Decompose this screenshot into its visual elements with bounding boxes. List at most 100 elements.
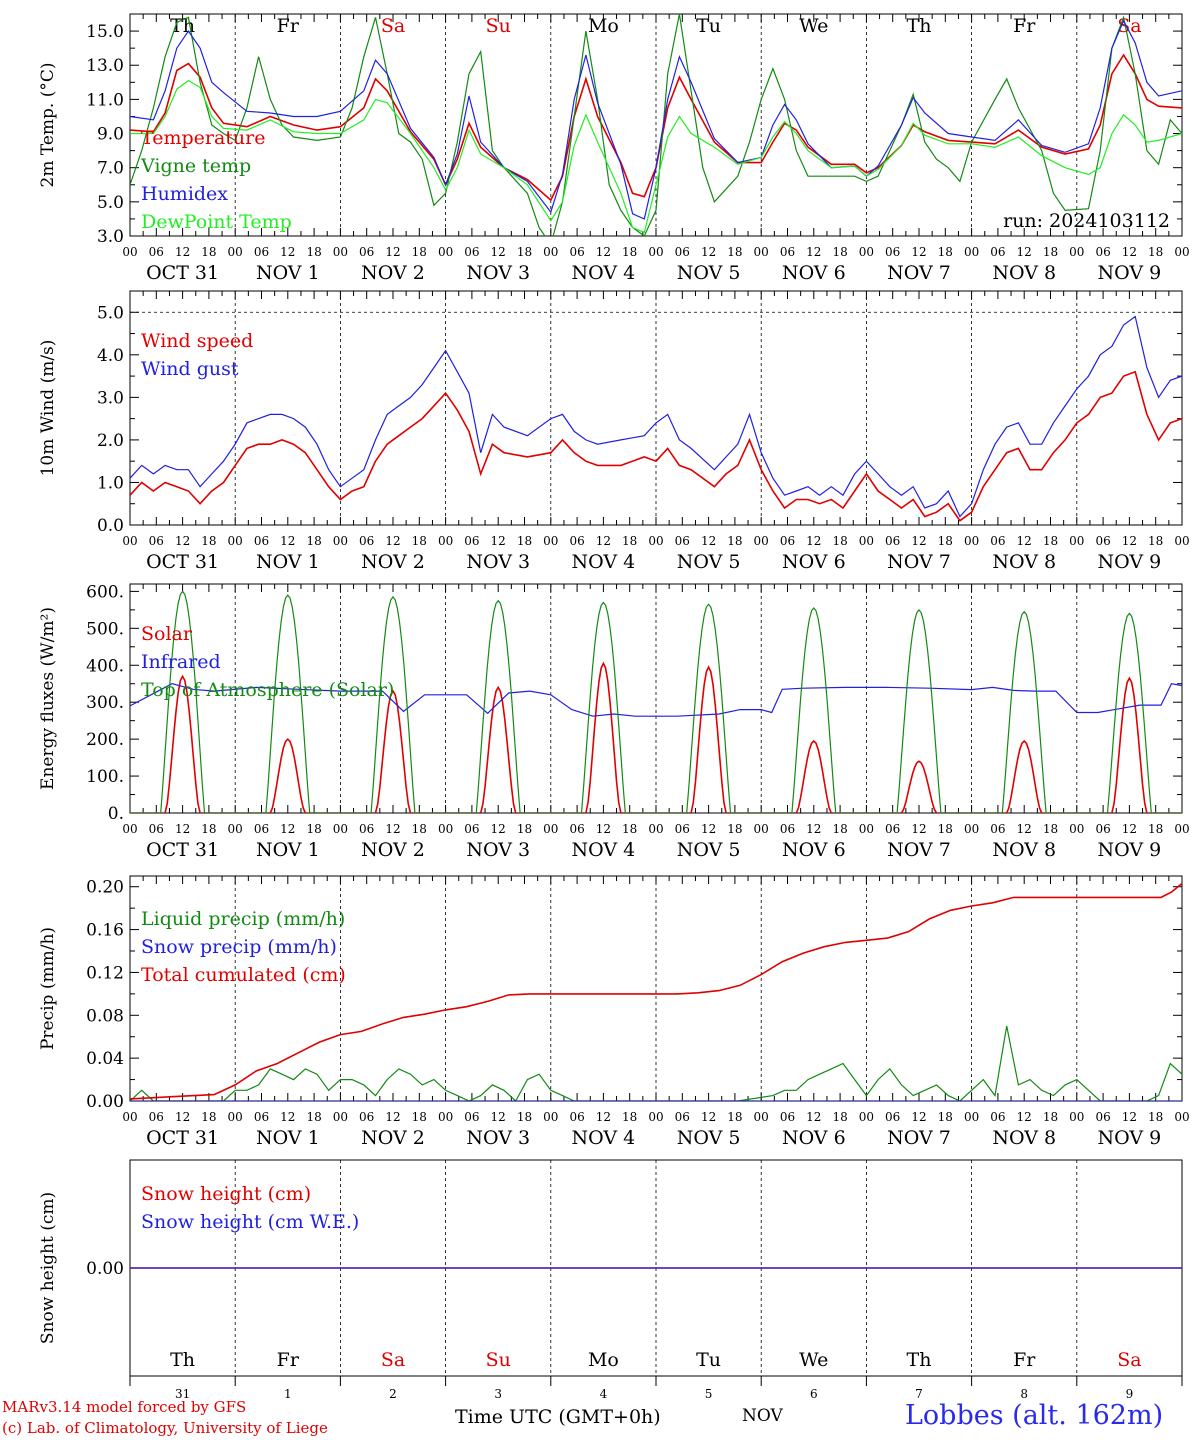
- legend-entry: Temperature: [141, 127, 265, 149]
- weekday-label: We: [799, 15, 828, 37]
- y-tick-label: 13.0: [86, 56, 124, 76]
- date-label: NOV 4: [572, 551, 636, 573]
- series-line-wind-speed: [130, 370, 1182, 522]
- hour-tick-label: 12: [175, 822, 190, 836]
- hour-tick-label: 06: [149, 1110, 164, 1124]
- date-label: NOV 7: [887, 551, 951, 573]
- series-line-wind-gust: [130, 315, 1182, 518]
- hour-tick-label: 18: [1043, 1110, 1058, 1124]
- day-number-label: 7: [915, 1387, 923, 1401]
- hour-tick-label: 00: [859, 1110, 874, 1124]
- date-label: NOV 5: [677, 262, 741, 284]
- day-number-label: 4: [600, 1387, 608, 1401]
- hour-tick-label: 00: [1174, 822, 1189, 836]
- hour-tick-label: 12: [911, 822, 926, 836]
- weekday-label: Sa: [1117, 1349, 1141, 1371]
- panel-wind: 00 06 12 18 00 06 12 18 00 06 12 18 00 06 12 18 00 06 12 18…: [38, 290, 1190, 573]
- y-tick-label: 7.0: [97, 159, 124, 179]
- hour-tick-label: 00: [228, 1110, 243, 1124]
- hour-tick-label: 06: [885, 822, 900, 836]
- date-label: NOV 7: [887, 839, 951, 861]
- hour-tick-label: 12: [385, 245, 400, 259]
- hour-tick-label: 18: [938, 245, 953, 259]
- hour-tick-label: 00: [1069, 534, 1084, 548]
- x-axis-title: Time UTC (GMT+0h): [455, 1406, 661, 1428]
- weekday-label: Fr: [277, 1349, 300, 1371]
- legend-entry: Wind gust: [141, 358, 239, 380]
- hour-tick-label: 12: [806, 1110, 821, 1124]
- hour-tick-label: 12: [911, 245, 926, 259]
- weekday-label: Tu: [696, 1349, 721, 1371]
- legend-entry: Snow precip (mm/h): [141, 936, 337, 958]
- series-group: [130, 315, 1182, 522]
- model-credit: MARv3.14 model forced by GFS: [2, 1398, 247, 1416]
- date-label: NOV 9: [1098, 1127, 1162, 1149]
- hour-tick-label: 18: [412, 822, 427, 836]
- hour-tick-label: 12: [806, 245, 821, 259]
- hour-tick-label: 12: [1122, 1110, 1137, 1124]
- legend-entry: Liquid precip (mm/h): [141, 908, 345, 930]
- weekday-label: Sa: [381, 1349, 405, 1371]
- date-label: NOV 1: [256, 1127, 320, 1149]
- hour-tick-label: 12: [491, 1110, 506, 1124]
- panel-precip: 00 06 12 18 00 06 12 18 00 06 12 18 00 06 12 18 00 06 12 18…: [38, 875, 1190, 1149]
- series-line-total-cumulated-cm-: [130, 882, 1182, 1100]
- y-tick-label: 0.0: [97, 516, 124, 536]
- hour-tick-label: 12: [1017, 534, 1032, 548]
- hour-tick-label: 18: [727, 822, 742, 836]
- date-label: NOV 9: [1098, 839, 1162, 861]
- hour-tick-label: 00: [859, 822, 874, 836]
- date-label: NOV 4: [572, 839, 636, 861]
- hour-tick-label: 00: [228, 245, 243, 259]
- legend-entry: Infrared: [141, 651, 221, 673]
- date-label: OCT 31: [146, 262, 219, 284]
- hour-tick-label: 12: [385, 822, 400, 836]
- weekday-label: Mo: [588, 15, 619, 37]
- hour-tick-label: 06: [885, 1110, 900, 1124]
- hour-tick-label: 12: [1017, 245, 1032, 259]
- hour-tick-label: 12: [701, 534, 716, 548]
- hour-tick-label: 12: [1122, 534, 1137, 548]
- date-label: NOV 3: [466, 839, 530, 861]
- hour-tick-label: 06: [359, 822, 374, 836]
- y-tick-label: 200.: [86, 730, 124, 750]
- date-label: NOV 6: [782, 1127, 846, 1149]
- hour-tick-label: 00: [122, 1110, 137, 1124]
- hour-tick-label: 18: [306, 534, 321, 548]
- legend-entry: Humidex: [141, 183, 228, 205]
- hour-tick-label: 06: [254, 1110, 269, 1124]
- hour-tick-label: 00: [859, 245, 874, 259]
- hour-tick-label: 18: [1148, 1110, 1163, 1124]
- y-tick-label: 500.: [86, 619, 124, 639]
- hour-tick-label: 12: [701, 1110, 716, 1124]
- y-tick-label: 0.08: [86, 1006, 124, 1026]
- hour-tick-label: 12: [175, 1110, 190, 1124]
- date-label: NOV 8: [992, 551, 1056, 573]
- hour-tick-label: 12: [596, 822, 611, 836]
- date-label: NOV 6: [782, 839, 846, 861]
- hour-tick-label: 00: [1174, 534, 1189, 548]
- hour-tick-label: 06: [149, 245, 164, 259]
- hour-tick-label: 06: [149, 822, 164, 836]
- hour-tick-label: 12: [280, 245, 295, 259]
- hour-tick-label: 12: [175, 245, 190, 259]
- hour-tick-label: 00: [228, 822, 243, 836]
- hour-tick-label: 18: [201, 534, 216, 548]
- legend-entry: Solar: [141, 623, 193, 645]
- hour-tick-label: 18: [201, 822, 216, 836]
- hour-tick-label: 12: [806, 534, 821, 548]
- hour-tick-label: 00: [754, 534, 769, 548]
- hour-tick-label: 00: [859, 534, 874, 548]
- hour-tick-label: 00: [648, 534, 663, 548]
- y-axis-title: 10m Wind (m/s): [38, 340, 58, 477]
- date-label: NOV 3: [466, 1127, 530, 1149]
- hour-tick-label: 18: [727, 1110, 742, 1124]
- y-tick-label: 300.: [86, 693, 124, 713]
- hour-tick-label: 06: [149, 534, 164, 548]
- weekday-label: Mo: [588, 1349, 619, 1371]
- weekday-label: Tu: [696, 15, 721, 37]
- y-tick-label: 600.: [86, 582, 124, 602]
- date-label: NOV 9: [1098, 551, 1162, 573]
- hour-tick-label: 06: [569, 534, 584, 548]
- hour-tick-label: 12: [280, 534, 295, 548]
